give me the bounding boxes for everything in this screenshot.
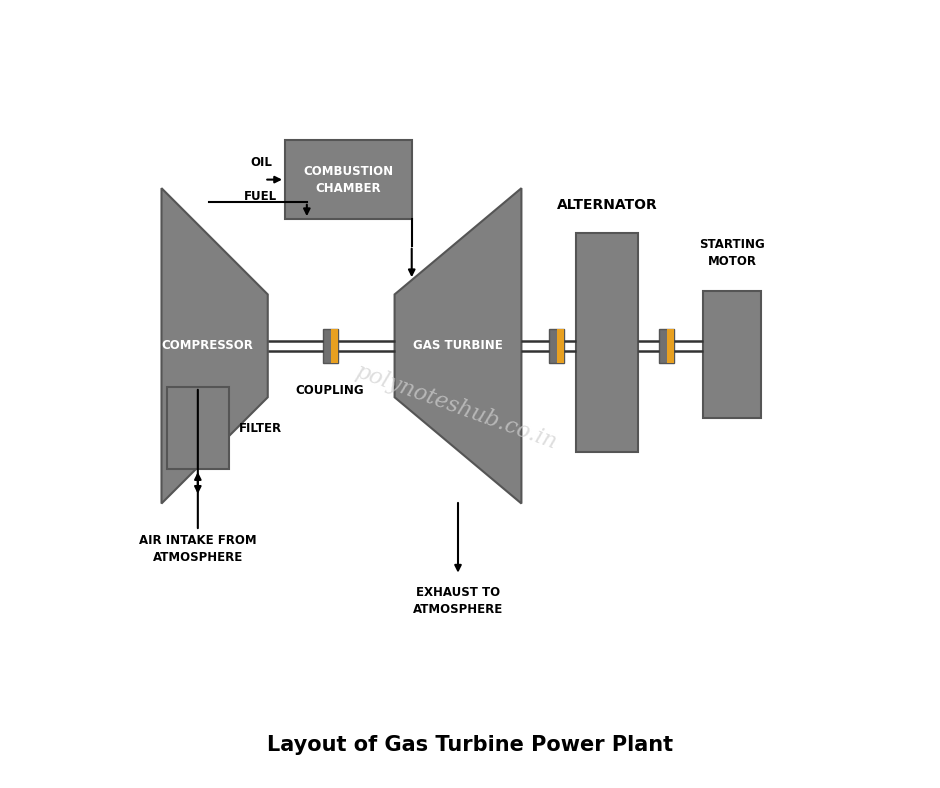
Text: polynoteshub.co.in: polynoteshub.co.in <box>352 361 560 455</box>
Bar <box>549 329 564 363</box>
Text: COUPLING: COUPLING <box>296 384 365 396</box>
Bar <box>322 329 337 363</box>
Text: STARTING
MOTOR: STARTING MOTOR <box>699 238 765 268</box>
Bar <box>331 329 337 363</box>
Text: ALTERNATOR: ALTERNATOR <box>556 199 657 212</box>
Text: GAS TURBINE: GAS TURBINE <box>413 340 503 352</box>
Bar <box>666 329 674 363</box>
Bar <box>576 232 638 452</box>
Text: COMPRESSOR: COMPRESSOR <box>162 340 254 352</box>
Bar <box>659 329 674 363</box>
Bar <box>167 387 228 470</box>
Text: Layout of Gas Turbine Power Plant: Layout of Gas Turbine Power Plant <box>267 734 673 755</box>
Text: FUEL: FUEL <box>244 190 277 203</box>
Bar <box>285 140 412 219</box>
Polygon shape <box>395 188 522 504</box>
Text: FILTER: FILTER <box>239 422 282 435</box>
Bar <box>557 329 564 363</box>
Text: OIL: OIL <box>250 156 272 169</box>
Text: COMBUSTION
CHAMBER: COMBUSTION CHAMBER <box>304 165 393 195</box>
Text: AIR INTAKE FROM
ATMOSPHERE: AIR INTAKE FROM ATMOSPHERE <box>139 534 257 564</box>
Polygon shape <box>162 188 268 504</box>
Text: EXHAUST TO
ATMOSPHERE: EXHAUST TO ATMOSPHERE <box>413 585 503 615</box>
Bar <box>703 291 761 418</box>
